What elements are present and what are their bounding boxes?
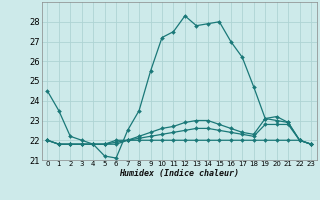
X-axis label: Humidex (Indice chaleur): Humidex (Indice chaleur) [119,169,239,178]
